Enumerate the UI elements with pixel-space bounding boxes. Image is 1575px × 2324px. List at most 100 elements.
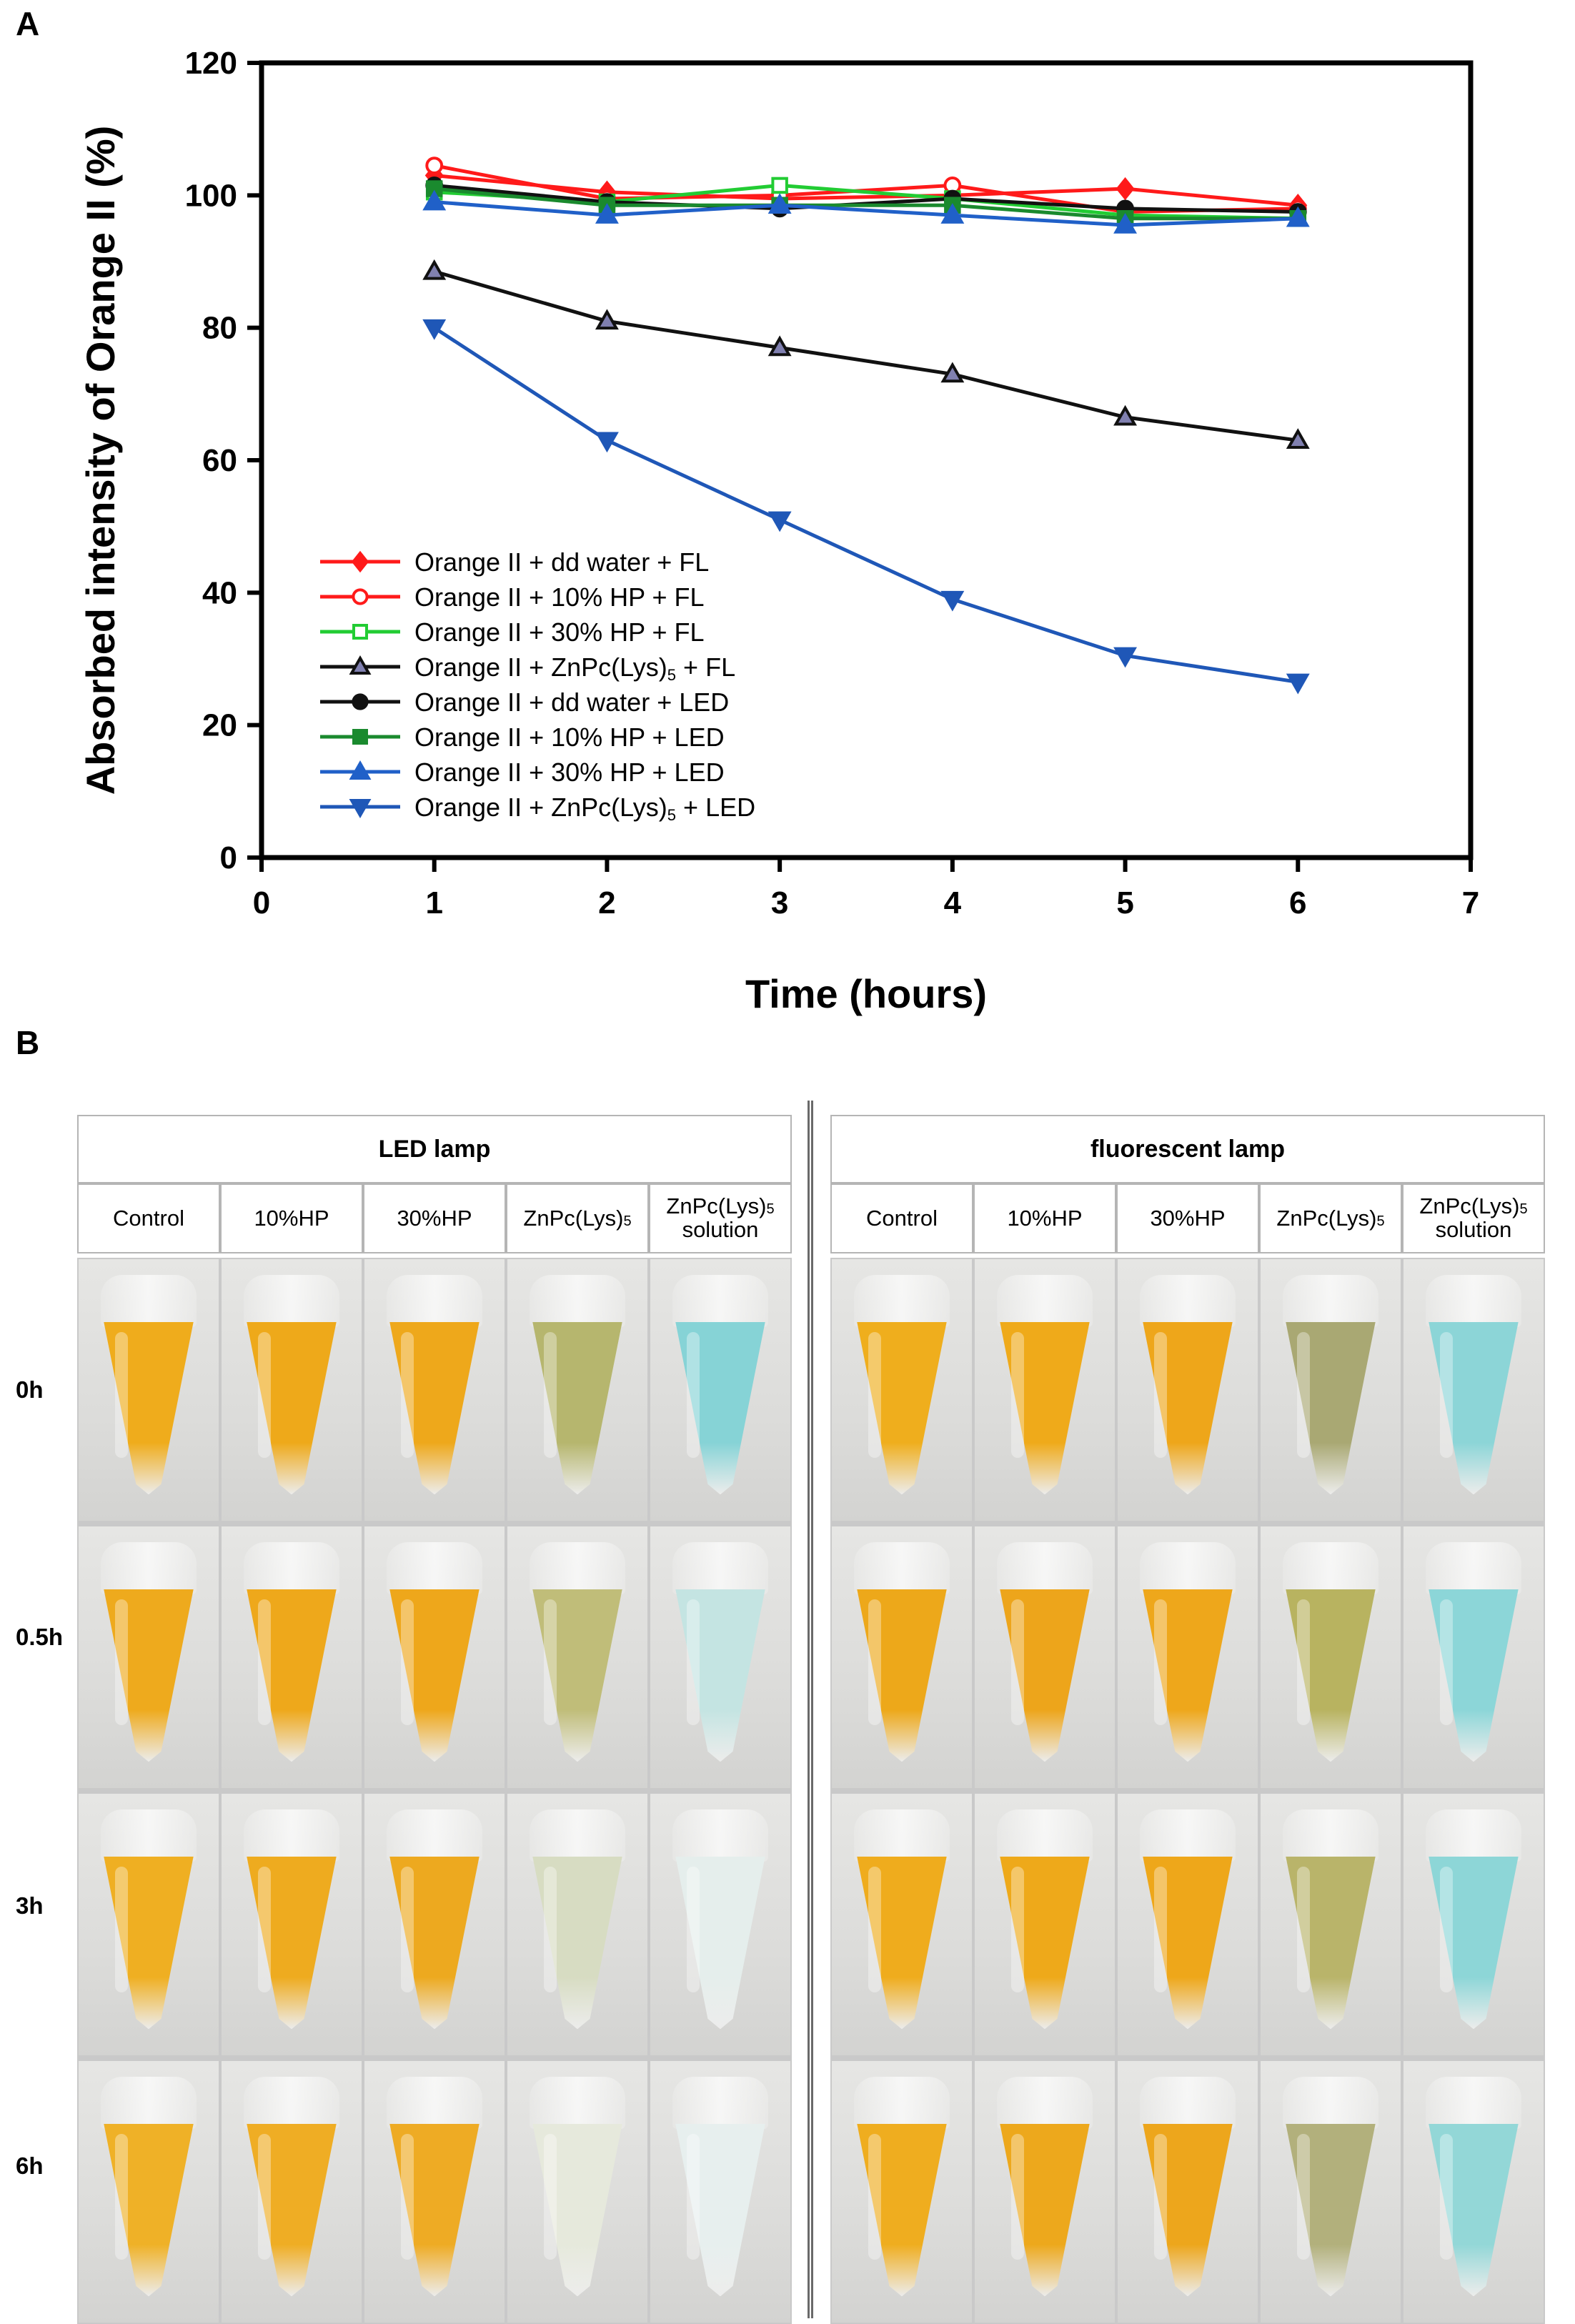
panel-divider bbox=[808, 1101, 813, 2318]
legend-label-6: Orange II + 30% HP + LED bbox=[414, 758, 725, 787]
column-header-0-2: 30%HP bbox=[363, 1183, 506, 1253]
series-line-5 bbox=[434, 187, 1298, 221]
x-tick-label-7: 7 bbox=[1462, 885, 1479, 920]
row-label-2: 3h bbox=[16, 1892, 44, 1919]
tube-photo-1-3-4 bbox=[1403, 2061, 1544, 2323]
tube-rim bbox=[1426, 1809, 1521, 1862]
photo-grid-1 bbox=[830, 1258, 1545, 2324]
legend-marker-7 bbox=[349, 799, 372, 819]
tube-shine bbox=[543, 2134, 557, 2260]
y-tick-label-3: 60 bbox=[202, 443, 237, 478]
column-header-0-3: ZnPc(Lys)5 bbox=[506, 1183, 649, 1253]
legend-label-2: Orange II + 30% HP + FL bbox=[414, 617, 705, 647]
tube-rim bbox=[530, 2076, 625, 2130]
tube-shine bbox=[686, 1867, 700, 1993]
tube-photo-0-2-4 bbox=[650, 1794, 790, 2055]
y-tick-label-1: 20 bbox=[202, 708, 237, 743]
point-s7-0 bbox=[422, 319, 447, 340]
column-header-0-4: ZnPc(Lys)5 solution bbox=[649, 1183, 792, 1253]
column-header-1-3: ZnPc(Lys)5 bbox=[1259, 1183, 1402, 1253]
column-header-main: 10%HP bbox=[254, 1205, 329, 1231]
legend-label-1: Orange II + 10% HP + FL bbox=[414, 582, 705, 612]
tube-photo-1-3-3 bbox=[1261, 2061, 1401, 2323]
panel-b-label: B bbox=[16, 1024, 40, 1061]
legend-marker-1 bbox=[352, 588, 369, 605]
tube-photo-1-1-0 bbox=[832, 1526, 972, 1788]
tube-shine bbox=[1296, 2134, 1310, 2260]
column-header-main: Control bbox=[113, 1205, 184, 1231]
column-header-main: 30%HP bbox=[397, 1205, 472, 1231]
tube-rim bbox=[387, 1274, 482, 1328]
point-s6-2 bbox=[767, 193, 792, 214]
tube-shine bbox=[1296, 1867, 1310, 1993]
tube-rim bbox=[672, 2076, 768, 2130]
point-s7-2 bbox=[767, 511, 792, 532]
tube-rim bbox=[101, 1809, 197, 1862]
legend-marker-6 bbox=[349, 760, 372, 780]
tube-rim bbox=[997, 1809, 1093, 1862]
point-s7-4 bbox=[1113, 647, 1138, 668]
tube-rim bbox=[1283, 2076, 1378, 2130]
tube-rim bbox=[1283, 1541, 1378, 1595]
y-axis-label: Absorbed intensity of Orange II (%) bbox=[78, 126, 123, 795]
tube-shine bbox=[868, 1599, 881, 1726]
tube-shine bbox=[1439, 1867, 1453, 1993]
tube-shine bbox=[257, 2134, 271, 2260]
point-s3-2 bbox=[767, 335, 792, 357]
tube-shine bbox=[257, 1599, 271, 1726]
tube-shine bbox=[114, 1867, 128, 1993]
point-s6-1 bbox=[595, 203, 619, 224]
point-s7-1 bbox=[595, 432, 619, 453]
tube-photo-1-1-3 bbox=[1261, 1526, 1401, 1788]
tube-rim bbox=[1283, 1274, 1378, 1328]
tube-rim bbox=[244, 1809, 339, 1862]
point-s6-5 bbox=[1286, 206, 1310, 227]
series-7 bbox=[422, 319, 1310, 695]
tube-rim bbox=[997, 2076, 1093, 2130]
point-s1-0 bbox=[425, 157, 444, 175]
tube-photo-0-0-1 bbox=[222, 1259, 362, 1521]
legend-entry-6: Orange II + 30% HP + LED bbox=[320, 758, 725, 787]
tube-photo-0-0-3 bbox=[507, 1259, 647, 1521]
tube-shine bbox=[1010, 1332, 1024, 1459]
y-tick-label-2: 40 bbox=[202, 575, 237, 610]
tube-shine bbox=[868, 1332, 881, 1459]
tube-rim bbox=[997, 1541, 1093, 1595]
tube-shine bbox=[1296, 1332, 1310, 1459]
tube-shine bbox=[400, 1599, 414, 1726]
tube-shine bbox=[868, 1867, 881, 1993]
series-line-7 bbox=[433, 326, 1298, 684]
tube-photo-0-0-0 bbox=[79, 1259, 219, 1521]
tube-shine bbox=[1153, 1867, 1167, 1993]
column-header-main: ZnPc(Lys)5 bbox=[1419, 1193, 1528, 1219]
tube-photo-0-3-2 bbox=[364, 2061, 505, 2323]
y-tick-label-0: 0 bbox=[220, 840, 237, 875]
point-s7-3 bbox=[940, 590, 965, 612]
point-s0-4 bbox=[1116, 177, 1135, 201]
column-header-second: solution bbox=[1435, 1217, 1512, 1242]
group-title-1: fluorescent lamp bbox=[830, 1115, 1545, 1183]
column-header-1-4: ZnPc(Lys)5 solution bbox=[1402, 1183, 1545, 1253]
tube-shine bbox=[543, 1867, 557, 1993]
legend-entry-4: Orange II + dd water + LED bbox=[320, 687, 729, 717]
legend-label-5: Orange II + 10% HP + LED bbox=[414, 722, 725, 752]
point-s7-5 bbox=[1286, 673, 1310, 695]
column-header-main: ZnPc(Lys)5 bbox=[666, 1193, 775, 1219]
tube-photo-1-0-1 bbox=[975, 1259, 1115, 1521]
series-line-0 bbox=[434, 174, 1298, 207]
column-header-1-1: 10%HP bbox=[973, 1183, 1116, 1253]
legend-label-3: Orange II + ZnPc(Lys)5 + FL bbox=[414, 652, 735, 684]
y-tick-label-5: 100 bbox=[185, 178, 237, 213]
line-chart: 0 20 40 60 80 100 120 0 1 2 3 4 5 6 7 Time (hours) Absor… bbox=[78, 46, 1479, 1016]
legend-marker-4 bbox=[352, 693, 369, 710]
tube-photo-0-2-0 bbox=[79, 1794, 219, 2055]
legend-marker-0 bbox=[351, 550, 369, 573]
point-s2-2 bbox=[771, 177, 788, 194]
point-s3-1 bbox=[595, 309, 619, 330]
y-tick-label-4: 80 bbox=[202, 311, 237, 346]
tube-shine bbox=[1439, 1599, 1453, 1726]
tube-photo-0-1-4 bbox=[650, 1526, 790, 1788]
tube-rim bbox=[244, 1274, 339, 1328]
legend-label-0: Orange II + dd water + FL bbox=[414, 547, 709, 577]
legend-entry-3: Orange II + ZnPc(Lys)5 + FL bbox=[320, 652, 735, 684]
